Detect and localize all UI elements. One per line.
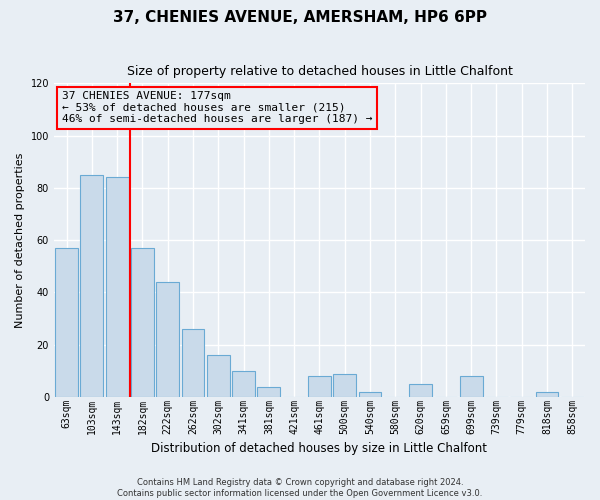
Bar xyxy=(131,248,154,397)
Bar xyxy=(334,374,356,397)
Bar xyxy=(106,178,128,397)
Bar xyxy=(157,282,179,397)
Title: Size of property relative to detached houses in Little Chalfont: Size of property relative to detached ho… xyxy=(127,65,512,78)
Bar xyxy=(460,376,482,397)
Bar xyxy=(182,329,205,397)
Bar xyxy=(232,371,255,397)
Bar xyxy=(55,248,78,397)
Bar xyxy=(536,392,559,397)
Text: 37, CHENIES AVENUE, AMERSHAM, HP6 6PP: 37, CHENIES AVENUE, AMERSHAM, HP6 6PP xyxy=(113,10,487,25)
X-axis label: Distribution of detached houses by size in Little Chalfont: Distribution of detached houses by size … xyxy=(151,442,487,455)
Text: 37 CHENIES AVENUE: 177sqm
← 53% of detached houses are smaller (215)
46% of semi: 37 CHENIES AVENUE: 177sqm ← 53% of detac… xyxy=(62,91,373,124)
Bar xyxy=(257,386,280,397)
Bar xyxy=(308,376,331,397)
Bar xyxy=(409,384,432,397)
Text: Contains HM Land Registry data © Crown copyright and database right 2024.
Contai: Contains HM Land Registry data © Crown c… xyxy=(118,478,482,498)
Bar xyxy=(359,392,382,397)
Bar xyxy=(207,355,230,397)
Bar xyxy=(80,175,103,397)
Y-axis label: Number of detached properties: Number of detached properties xyxy=(15,152,25,328)
